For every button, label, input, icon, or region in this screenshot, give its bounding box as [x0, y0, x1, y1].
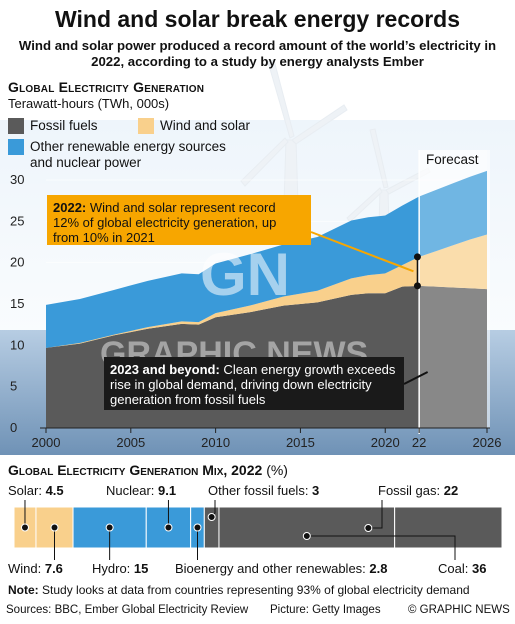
mix-unit: (%): [266, 462, 288, 478]
forecast-shade: [419, 150, 487, 428]
legend-swatch-fossil: [8, 118, 24, 134]
mix-label-coal: Coal: 36: [438, 561, 487, 576]
leader-fossil-gas: [368, 500, 383, 529]
x-tick-label: 2010: [201, 435, 230, 450]
callout-2023-lead: 2023 and beyond:: [110, 362, 220, 377]
x-tick-label: 22: [412, 435, 426, 450]
subheadline: Wind and solar power produced a record a…: [18, 38, 497, 69]
x-tick-label: 2020: [371, 435, 400, 450]
leader-wind-dot: [50, 523, 59, 532]
marker-2022-dot-top: [413, 253, 421, 261]
y-tick-label: 0: [10, 420, 17, 435]
leader-coal-dot: [302, 532, 311, 540]
legend-label-wind-solar: Wind and solar: [160, 118, 251, 133]
leader-coal: [306, 535, 456, 560]
leader-hydro-dot: [105, 523, 114, 532]
mix-label-fossil-gas: Fossil gas: 22: [378, 483, 459, 498]
mix-title: Global Electricity Generation Mix, 2022 …: [8, 462, 288, 478]
mix-bar: [13, 500, 503, 560]
y-tick-label: 25: [10, 213, 24, 228]
y-tick-label: 5: [10, 379, 17, 394]
callout-2023-leader: [403, 371, 429, 385]
headline: Wind and solar break energy records: [55, 6, 460, 32]
leader-solar-dot: [20, 523, 29, 532]
unit-label: Terawatt-hours (TWh, 000s): [8, 96, 170, 111]
x-tick-label: 2000: [32, 435, 61, 450]
note: Note: Study looks at data from countries…: [8, 583, 470, 597]
mix-label-other-fossil: Other fossil fuels: 3: [208, 483, 320, 498]
mix-label-nuclear: Nuclear: 9.1: [106, 483, 177, 498]
footer-picture: Picture: Getty Images: [270, 604, 381, 616]
x-tick-label: 2005: [116, 435, 145, 450]
callout-2023: 2023 and beyond: Clean energy growth exc…: [104, 357, 404, 410]
marker-2022-dot-bottom: [413, 282, 421, 290]
mix-label-hydro: Hydro: 15: [92, 561, 149, 576]
area-series-3: [46, 170, 487, 348]
mix-label-wind: Wind: 7.6: [8, 561, 63, 576]
callout-2022-lead: 2022:: [53, 200, 87, 215]
mix-label-bioenergy: Bioenergy and other renewables: 2.8: [175, 561, 388, 576]
legend-label-other: Other renewable energy sources and nucle…: [30, 139, 226, 170]
legend-swatch-other: [8, 139, 24, 155]
callout-2022-leader: [310, 231, 414, 273]
callout-2022-text: Wind and solar represent record 12% of g…: [53, 200, 277, 245]
leader-bioenergy-dot: [193, 523, 202, 532]
mix-title-text: Global Electricity Generation Mix, 2022: [8, 462, 263, 478]
callout-2022: 2022: Wind and solar represent record 12…: [47, 195, 311, 245]
watermark-logo: GN: [200, 241, 290, 308]
y-tick-label: 30: [10, 172, 24, 187]
leader-other-fossil-dot: [207, 513, 216, 521]
y-tick-label: 10: [10, 337, 24, 352]
mix-segment-fossil-gas: [394, 506, 503, 549]
footer-credit: © GRAPHIC NEWS: [408, 604, 510, 616]
y-tick-label: 15: [10, 296, 24, 311]
leader-nuclear-dot: [164, 523, 173, 532]
legend-label-fossil: Fossil fuels: [30, 118, 98, 133]
callout-2023-text: Clean energy growth exceeds rise in glob…: [110, 362, 396, 407]
x-tick-label: 2015: [286, 435, 315, 450]
legend-swatch-wind-solar: [138, 118, 154, 134]
y-tick-label: 20: [10, 255, 24, 270]
chart-title: Global Electricity Generation: [8, 79, 205, 95]
footer-sources: Sources: BBC, Ember Global Electricity R…: [6, 604, 249, 616]
x-tick-label: 2026: [473, 435, 502, 450]
forecast-label: Forecast: [426, 152, 479, 167]
mix-label-solar: Solar: 4.5: [8, 483, 64, 498]
leader-fossil-gas-dot: [364, 524, 373, 532]
